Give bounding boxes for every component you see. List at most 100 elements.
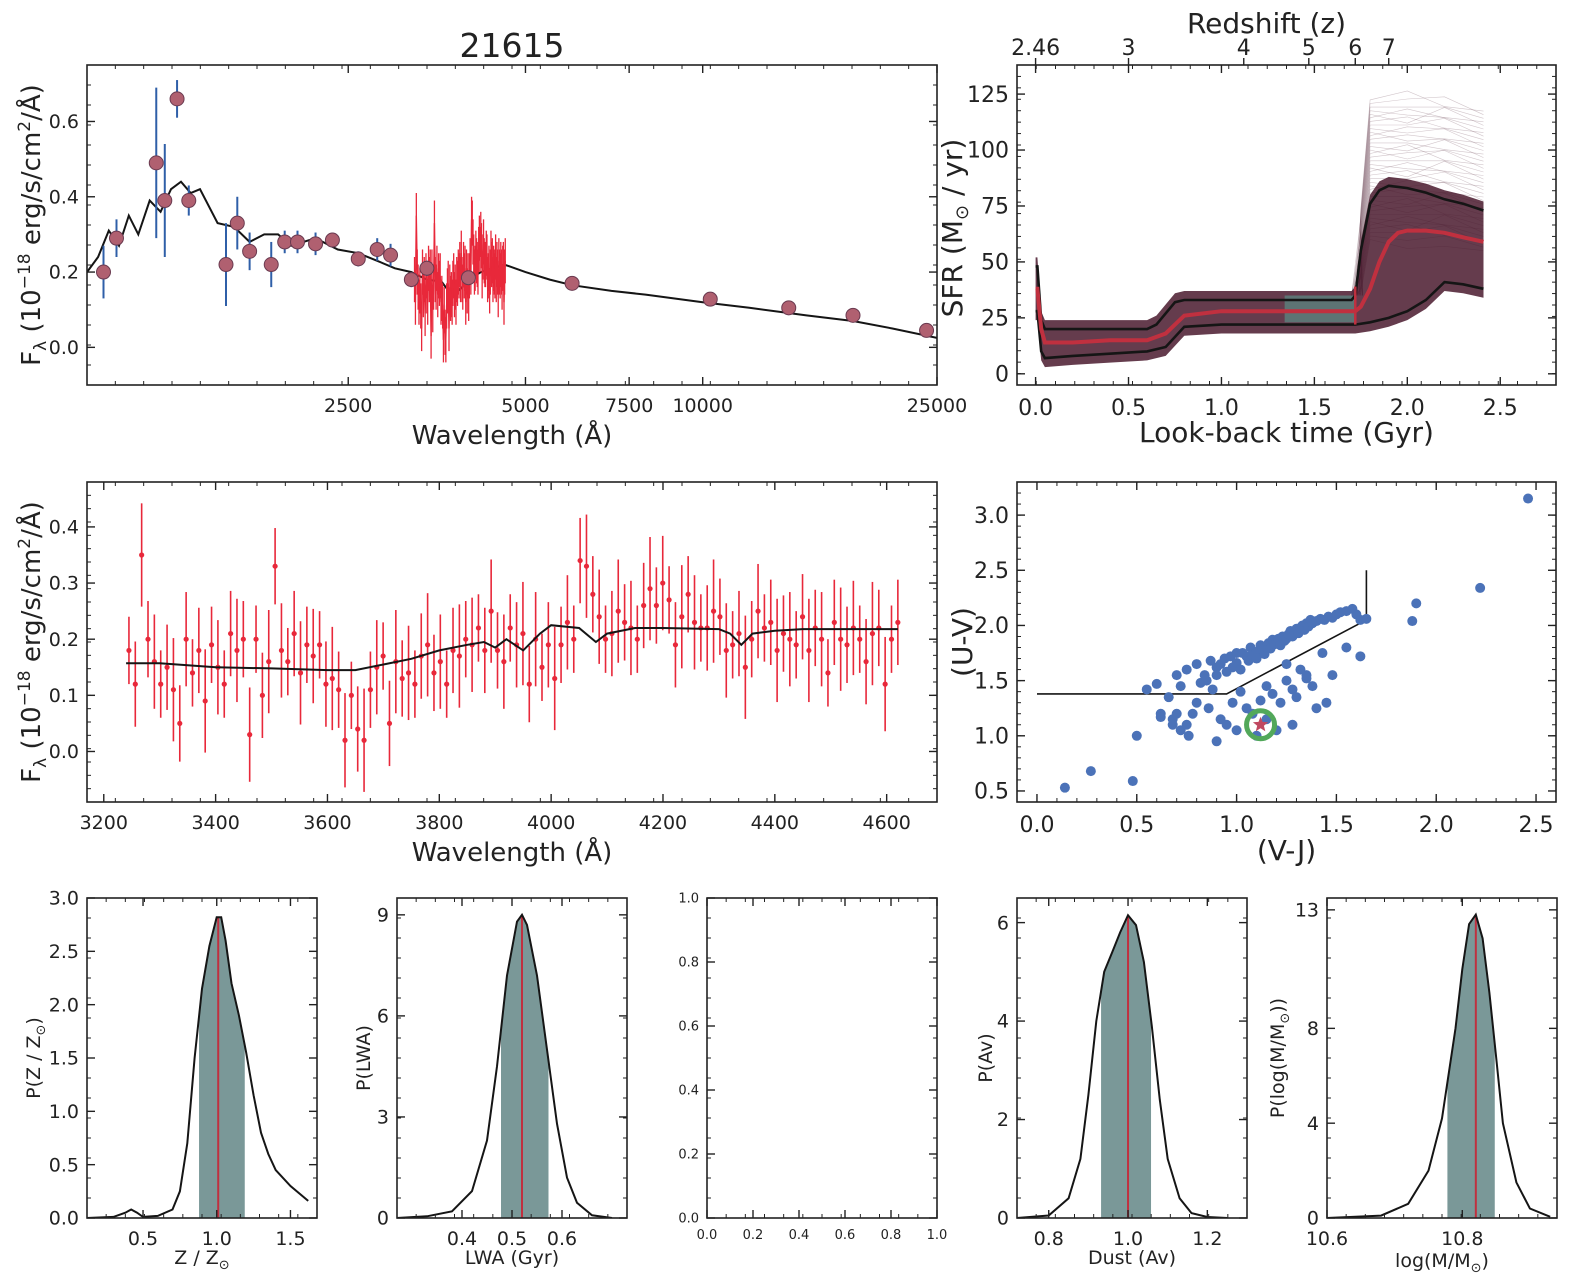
photometry-point — [403, 272, 419, 288]
spectrum-point — [132, 681, 138, 687]
sfh-draw-line — [1353, 203, 1484, 296]
spectrum-point — [749, 636, 755, 642]
spectrum-point — [196, 647, 202, 654]
x-axis-label: (V-J) — [1257, 834, 1316, 867]
y-axis-label-part: −18 — [15, 253, 35, 289]
x-tick-label: 0.5 — [1119, 813, 1154, 838]
uvj-point — [1203, 703, 1214, 714]
y-tick-label: 3 — [377, 1107, 389, 1129]
spectrum-point — [844, 642, 850, 648]
spectrum-point — [780, 630, 787, 637]
y-tick-label: 8 — [1307, 1018, 1319, 1040]
posterior-curve — [397, 912, 613, 1218]
uvj-point — [1523, 493, 1534, 504]
uvj-point — [1267, 688, 1278, 699]
spectrum-line — [413, 215, 506, 340]
x-tick-label: 1.5 — [1319, 813, 1354, 838]
spectrum-point — [278, 647, 285, 654]
sfh-draw-line — [1360, 188, 1484, 296]
spectrum-point — [558, 642, 564, 648]
photometry-point — [263, 257, 279, 273]
sfh-draw-line — [1360, 108, 1484, 296]
spectrum-point — [463, 636, 469, 642]
y-tick-label: 50 — [981, 251, 1009, 276]
spectrum-point — [170, 687, 177, 693]
top-axis-label: Redshift (z) — [1187, 7, 1346, 40]
spectrum-point — [316, 642, 323, 648]
uvj-point — [1301, 670, 1312, 681]
spectrum-point — [857, 636, 863, 642]
x-tick-label: 0.8 — [881, 1228, 902, 1243]
spectrum-point — [247, 732, 253, 738]
uvj-point — [1251, 653, 1262, 664]
photometry-point — [157, 193, 173, 209]
spectrum-point — [755, 608, 761, 614]
spectrum-point — [272, 563, 278, 569]
sfh-draw-line — [1358, 215, 1484, 296]
uvj-point — [1287, 719, 1298, 730]
uvj-point — [1155, 712, 1166, 723]
y-tick-label: 13 — [1295, 900, 1319, 922]
y-tick-label: 0.0 — [678, 1212, 699, 1227]
y-tick-label: 1.0 — [678, 892, 699, 907]
spectrum-point — [386, 720, 393, 727]
y-axis-label-part: (10 — [17, 706, 47, 758]
sfh-draw-line — [1360, 116, 1484, 296]
y-axis-label-part: ⊙ — [1278, 1013, 1293, 1024]
sfh-draw-line — [1355, 106, 1484, 296]
y-tick-label: 0 — [377, 1208, 389, 1230]
x-axis-label-part: Z / Z — [174, 1247, 219, 1269]
uvj-point — [1183, 730, 1194, 741]
x-tick-label: 0.5 — [497, 1228, 527, 1250]
sfh-draw-line — [1360, 214, 1484, 296]
uvj-point — [1205, 655, 1216, 666]
spectrum-point — [291, 630, 297, 637]
uvj-point — [1207, 684, 1218, 695]
y-axis-label-part: P(Z / Z — [23, 1035, 45, 1098]
uvj-point — [1255, 695, 1266, 706]
credible-interval-fill — [501, 914, 549, 1218]
uvj-point — [1191, 659, 1202, 670]
x-tick-label: 2.5 — [1483, 396, 1518, 421]
y-axis-label-part: erg/s/cm — [17, 132, 47, 254]
sfh-upper-line — [1035, 184, 1484, 331]
spectrum-point — [139, 552, 145, 558]
spectrum-point — [297, 670, 304, 676]
spectrum-point — [164, 664, 170, 670]
spectrum-point — [730, 642, 736, 648]
y-axis-label-part: ⊙ — [952, 205, 973, 220]
axes-frame — [1326, 897, 1558, 1219]
sfh-draw-line — [1353, 110, 1484, 296]
spectrum-point — [825, 670, 831, 676]
spectrum-point — [425, 642, 431, 648]
spectrum-point — [742, 664, 748, 670]
y-tick-label: 1.0 — [49, 1101, 79, 1123]
axes-frame — [706, 897, 938, 1219]
photometry-point — [460, 270, 476, 286]
y-axis-label-part: )) — [1267, 998, 1289, 1013]
photometry-point — [148, 155, 164, 171]
photometry-point — [419, 260, 435, 276]
x-axis-label-part: ⊙ — [219, 1258, 230, 1273]
uvj-point — [1475, 582, 1486, 593]
y-axis-label-part: F — [17, 768, 47, 783]
y-axis-label-part: / yr) — [936, 139, 969, 205]
x-tick-label: 0.2 — [743, 1228, 764, 1243]
uvj-point — [1211, 670, 1222, 681]
y-tick-label: 4 — [1307, 1113, 1319, 1135]
axes-frame — [86, 481, 938, 803]
spectrum-point — [304, 642, 310, 648]
uvj-point — [1321, 697, 1332, 708]
spectrum-point — [189, 670, 196, 676]
x-axis-label: LWA (Gyr) — [465, 1247, 559, 1269]
uvj-point — [1291, 692, 1302, 703]
spectrum-point — [787, 636, 793, 642]
plot-area — [1017, 913, 1228, 1218]
spectrum-point — [444, 681, 450, 687]
axes-frame — [86, 897, 318, 1219]
y-tick-label: 0.8 — [678, 956, 699, 971]
top-tick-label: 2.46 — [1011, 36, 1060, 61]
spectrum-point — [590, 591, 596, 597]
